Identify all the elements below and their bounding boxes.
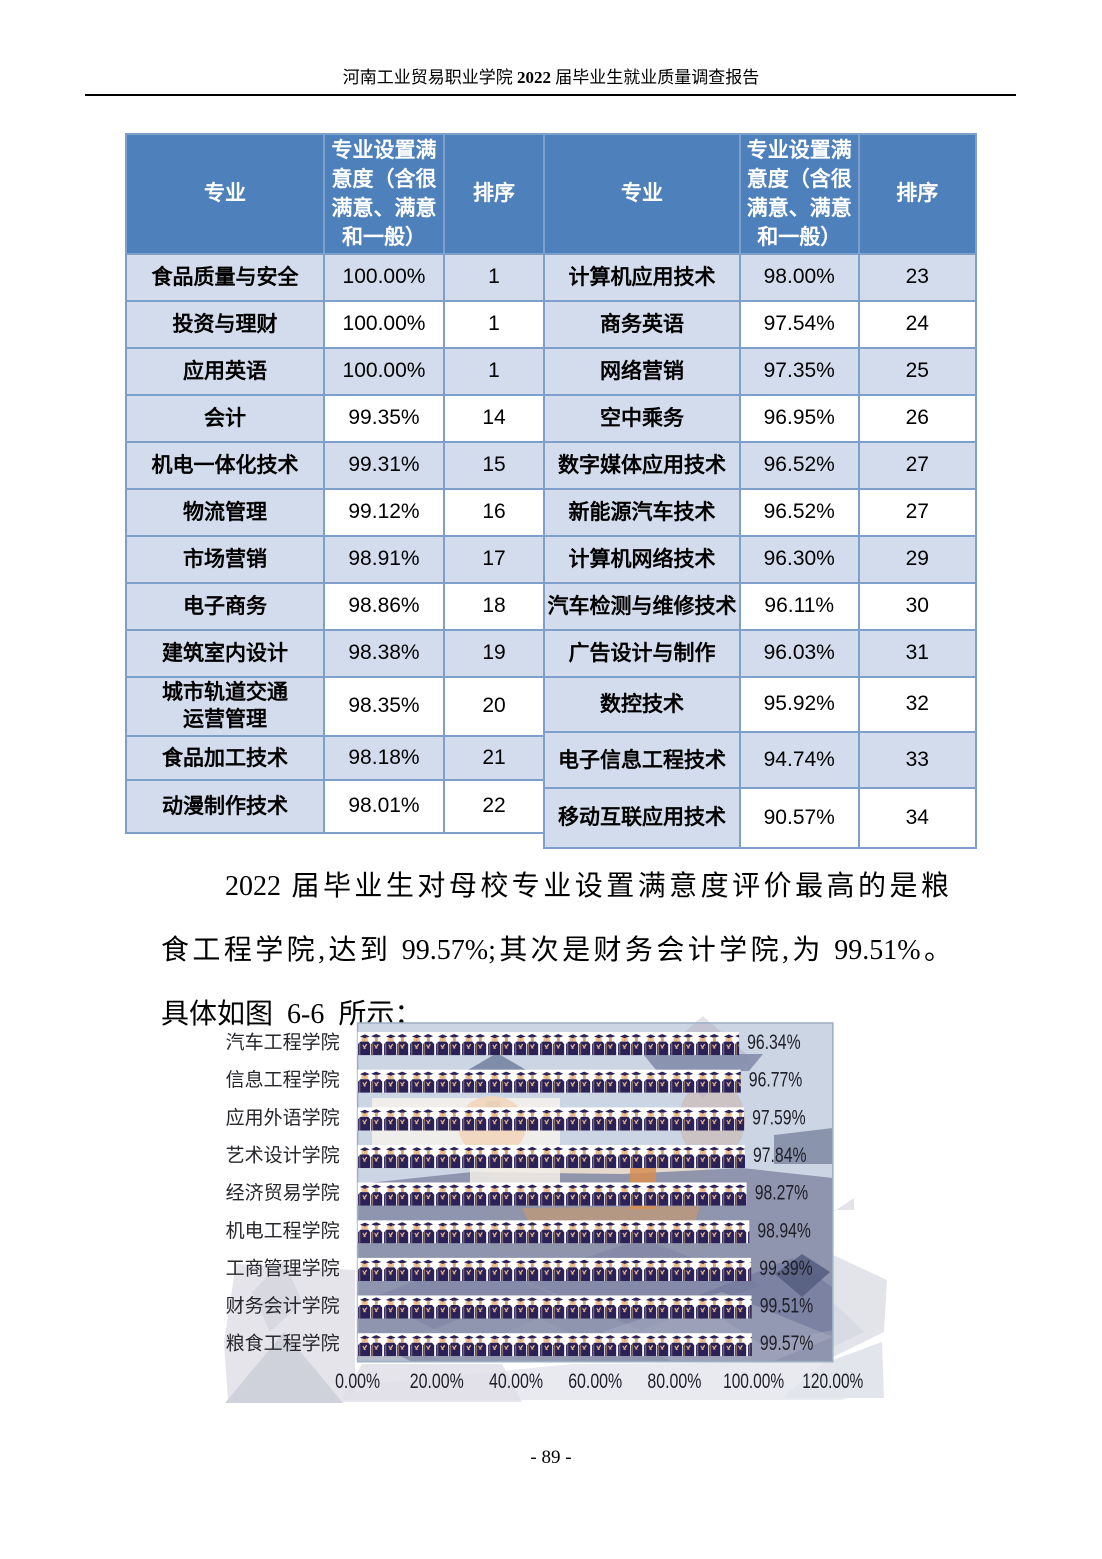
svg-text:20.00%: 20.00%	[410, 1370, 464, 1393]
svg-text:粮食工程学院: 粮食工程学院	[226, 1333, 340, 1355]
svg-text:应用外语学院: 应用外语学院	[226, 1107, 340, 1129]
svg-text:99.39%: 99.39%	[759, 1257, 813, 1280]
svg-text:工商管理学院: 工商管理学院	[226, 1257, 340, 1279]
svg-text:120.00%: 120.00%	[802, 1370, 863, 1393]
svg-text:100.00%: 100.00%	[723, 1370, 784, 1393]
svg-text:97.59%: 97.59%	[752, 1106, 806, 1129]
svg-text:99.57%: 99.57%	[760, 1332, 814, 1355]
svg-text:财务会计学院: 财务会计学院	[226, 1295, 340, 1317]
svg-text:97.84%: 97.84%	[753, 1144, 807, 1167]
svg-text:机电工程学院: 机电工程学院	[226, 1220, 340, 1242]
svg-text:99.51%: 99.51%	[760, 1295, 814, 1318]
svg-text:98.27%: 98.27%	[755, 1182, 809, 1205]
svg-text:80.00%: 80.00%	[647, 1370, 701, 1393]
svg-text:0.00%: 0.00%	[335, 1370, 380, 1393]
svg-text:汽车工程学院: 汽车工程学院	[226, 1032, 340, 1054]
svg-text:40.00%: 40.00%	[489, 1370, 543, 1393]
svg-text:96.77%: 96.77%	[749, 1069, 803, 1092]
svg-text:96.34%: 96.34%	[747, 1031, 801, 1054]
svg-text:98.94%: 98.94%	[757, 1219, 811, 1242]
svg-text:60.00%: 60.00%	[568, 1370, 622, 1393]
svg-text:艺术设计学院: 艺术设计学院	[226, 1145, 340, 1167]
svg-text:信息工程学院: 信息工程学院	[226, 1069, 340, 1091]
svg-text:经济贸易学院: 经济贸易学院	[226, 1182, 340, 1204]
